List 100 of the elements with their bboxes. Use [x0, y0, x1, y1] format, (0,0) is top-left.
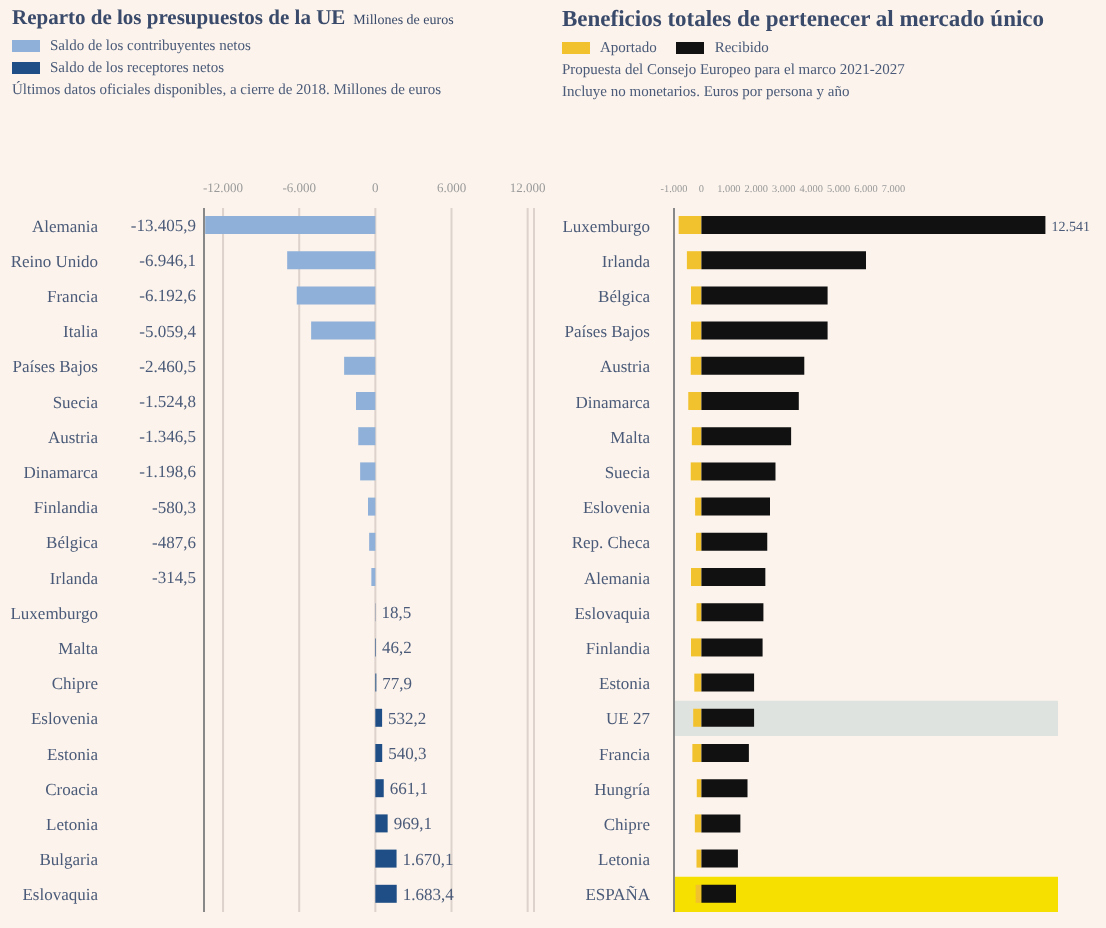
y-tick-label: Suecia — [52, 391, 99, 412]
bar — [691, 286, 702, 305]
y-tick-label: Dinamarca — [23, 462, 99, 482]
y-tick-label: UE 27 — [606, 708, 650, 729]
bar — [695, 532, 702, 551]
y-tick-label: Alemania — [583, 567, 651, 588]
y-tick-label: Italia — [63, 321, 99, 342]
y-tick-label: Finlandia — [33, 497, 99, 518]
y-tick-label: Alemania — [31, 215, 99, 236]
bar — [701, 849, 738, 868]
y-tick-label: Eslovaquia — [22, 884, 99, 905]
bar — [701, 356, 805, 375]
bar — [691, 568, 702, 586]
y-tick-label: Malta — [58, 638, 99, 658]
y-tick-label: Eslovaquia — [574, 602, 651, 623]
bar — [355, 392, 376, 410]
data-label: 1.670,1 — [402, 848, 454, 869]
chart-title: Reparto de los presupuestos de la UE — [12, 8, 346, 30]
data-label: 46,2 — [381, 637, 412, 658]
y-tick-label: Letonia — [46, 814, 99, 834]
bar — [375, 744, 383, 762]
bar — [686, 251, 702, 270]
y-tick-label: Irlanda — [49, 567, 99, 588]
bar — [375, 849, 397, 868]
y-tick-label: ESPAÑA — [585, 884, 652, 905]
data-label: -13.405,9 — [130, 215, 196, 235]
bar — [691, 638, 702, 657]
bar — [701, 321, 828, 340]
data-label: 532,2 — [388, 707, 427, 728]
y-tick-label: Bélgica — [46, 532, 99, 553]
data-label: -6.946,1 — [139, 250, 196, 271]
bar — [696, 603, 702, 622]
y-tick-label: Reino Unido — [10, 250, 98, 271]
data-label: -1.346,5 — [139, 426, 196, 447]
y-tick-label: Eslovenia — [30, 708, 99, 729]
bar — [696, 849, 702, 868]
bar — [367, 497, 376, 516]
y-tick-label: Países Bajos — [12, 356, 98, 377]
bar — [375, 779, 384, 798]
bar — [693, 708, 702, 727]
data-label: 18,5 — [381, 602, 412, 623]
bar — [701, 427, 792, 446]
data-label: -1.524,8 — [139, 391, 196, 411]
data-label: -580,3 — [152, 496, 196, 517]
bar — [701, 286, 828, 305]
y-tick-label: Países Bajos — [564, 321, 650, 342]
y-tick-label: Eslovenia — [582, 497, 651, 518]
data-label: 969,1 — [393, 813, 432, 834]
data-label: -5.059,4 — [139, 320, 198, 341]
y-tick-label: Bélgica — [598, 286, 651, 306]
data-label: 77,9 — [382, 672, 413, 693]
data-label: -1.198,6 — [139, 461, 196, 482]
bar — [701, 603, 764, 622]
y-tick-label: Finlandia — [585, 638, 651, 658]
bar — [375, 708, 383, 727]
bar — [296, 286, 376, 305]
bar — [701, 497, 770, 516]
bar — [205, 216, 376, 234]
bar — [701, 532, 768, 551]
data-label: 1.683,4 — [402, 883, 456, 904]
bar — [690, 356, 702, 375]
data-label: -6.192,6 — [139, 285, 196, 306]
bar — [690, 462, 702, 481]
y-tick-label: Luxemburgo — [10, 602, 98, 623]
y-tick-label: Irlanda — [601, 250, 651, 271]
y-tick-label: Chipre — [603, 814, 651, 834]
bar — [695, 497, 702, 516]
y-tick-label: Francia — [47, 286, 99, 306]
bar — [701, 814, 741, 833]
data-label: 540,3 — [388, 743, 427, 763]
bar — [692, 744, 702, 762]
y-tick-label: Luxemburgo — [562, 215, 650, 236]
bar — [691, 321, 702, 340]
y-tick-label: Bulgaria — [39, 849, 99, 870]
bar — [688, 392, 702, 410]
y-tick-label: Croacia — [45, 778, 99, 799]
chart-title: Beneficios totales de pertenecer al mercado único — [562, 8, 1045, 32]
bar — [369, 532, 376, 551]
bar — [701, 744, 749, 762]
y-tick-label: Estonia — [599, 673, 651, 694]
y-tick-label: Hungría — [594, 778, 651, 799]
bar — [701, 884, 736, 903]
bar — [287, 251, 376, 270]
data-label: -314,5 — [152, 567, 196, 587]
bar — [694, 814, 702, 833]
bar — [360, 462, 376, 481]
y-tick-label: Chipre — [51, 673, 99, 694]
y-tick-label: Austria — [47, 426, 99, 447]
data-label: 661,1 — [389, 778, 428, 799]
bar — [694, 673, 702, 692]
y-tick-label: Estonia — [47, 743, 99, 764]
bar — [701, 251, 866, 270]
bar — [375, 814, 388, 833]
y-tick-label: Dinamarca — [575, 391, 651, 412]
bar — [358, 427, 376, 446]
bar — [701, 568, 766, 586]
bar — [701, 673, 755, 692]
bar — [678, 216, 702, 234]
y-tick-label: Suecia — [604, 462, 651, 482]
bar — [701, 779, 748, 798]
